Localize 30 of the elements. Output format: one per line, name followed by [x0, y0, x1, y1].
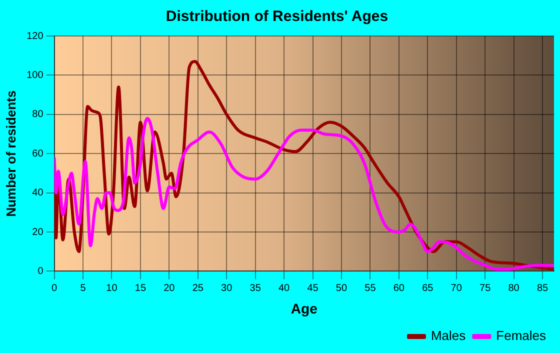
- x-tick-label: 30: [221, 282, 233, 294]
- x-tick-label: 85: [536, 282, 549, 294]
- x-tick-label: 75: [480, 282, 492, 294]
- x-axis-title: Age: [290, 300, 318, 316]
- x-tick-label: 65: [422, 282, 434, 294]
- y-tick-label: 0: [38, 266, 44, 277]
- x-tick-label: 40: [278, 282, 290, 294]
- y-tick-label: 120: [26, 30, 44, 42]
- x-tick-label: 70: [450, 282, 462, 294]
- x-tick-label: 35: [250, 282, 262, 294]
- x-tick-label: 60: [393, 282, 405, 294]
- y-tick-label: 60: [32, 148, 44, 160]
- y-tick-label: 40: [32, 188, 44, 199]
- legend-label: Males: [430, 328, 466, 344]
- x-tick-label: 50: [336, 282, 348, 294]
- x-tick-label: 25: [192, 282, 204, 294]
- y-tick-label: 20: [32, 226, 44, 238]
- y-axis-title: Number of residents: [3, 90, 18, 217]
- y-tick-label: 100: [26, 70, 44, 81]
- x-tick-label: 20: [164, 282, 176, 294]
- x-tick-label: 45: [307, 282, 319, 294]
- x-tick-label: 5: [80, 282, 86, 294]
- x-tick-label: 55: [364, 282, 376, 294]
- x-tick-label: 10: [106, 282, 118, 294]
- x-tick-label: 0: [52, 282, 58, 294]
- chart-title: Distribution of Residents' Ages: [166, 8, 388, 26]
- y-tick-label: 80: [32, 109, 44, 120]
- legend-label: Females: [496, 328, 546, 344]
- x-tick-label: 80: [508, 282, 520, 294]
- x-tick-label: 15: [134, 282, 146, 294]
